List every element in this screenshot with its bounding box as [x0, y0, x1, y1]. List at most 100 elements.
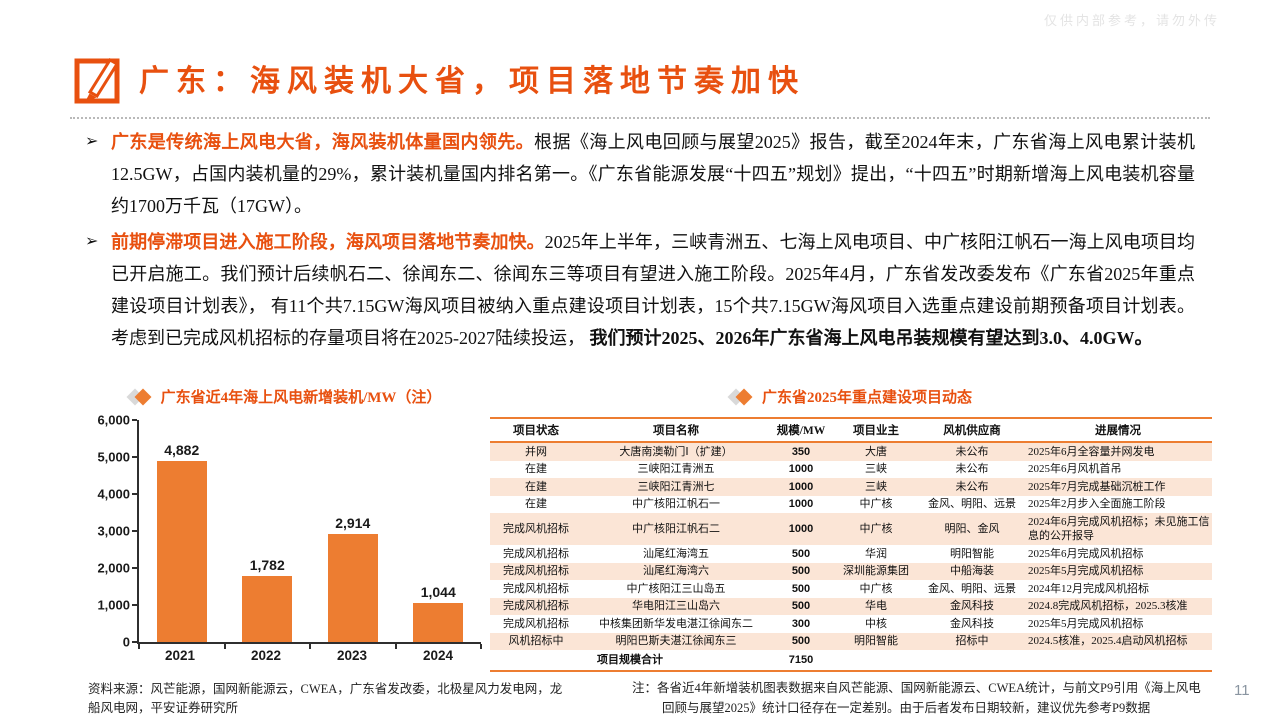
table-row: 完成风机招标 汕尾红海湾五 500 华润 明阳智能 2025年6月完成风机招标 [490, 545, 1212, 563]
table-cell: 华润 [865, 547, 887, 560]
table-cell: 2025年5月完成风机招标 [1024, 562, 1212, 580]
table-cell: 三峡 [865, 463, 887, 475]
page-title: 广东：海风装机大省，项目落地节奏加快 [139, 65, 805, 98]
table-cell: 汕尾红海湾五 [643, 547, 709, 560]
chart-plot: 0 1,000 2,000 3,000 4,000 5,000 6,000 4,882 1,78… [97, 413, 482, 650]
bar-value-label: 1,044 [420, 584, 456, 601]
y-axis-tick-label: 6,000 [97, 412, 130, 428]
table-cell: 中广核 [859, 498, 893, 510]
x-axis-category-label: 2022 [250, 648, 282, 663]
table-cell: 完成风机招标 [503, 547, 569, 560]
chart-title-row: 广东省近4年海上风电新增装机/MW（注） [85, 386, 485, 407]
x-axis-tick-mark [309, 644, 311, 649]
table-footer-row: 项目规模合计 7150 [490, 650, 1212, 671]
chart-bar [327, 534, 378, 642]
table-cell: 中核集团新华发电湛江徐闻东二 [599, 617, 753, 630]
table-cell: 金风科技 [920, 597, 1024, 615]
y-axis-tick-mark [132, 419, 137, 421]
table-cell: 500 [791, 547, 811, 560]
table-cell: 明阳、金风 [920, 513, 1024, 545]
table-cell: 金风科技 [950, 617, 994, 630]
table-cell: 中广核 [832, 513, 920, 545]
y-axis-tick-label: 3,000 [97, 523, 130, 539]
table-cell: 完成风机招标 [490, 513, 582, 545]
table-cell: 300 [791, 617, 811, 630]
table-cell: 500 [791, 582, 811, 595]
table-cell: 并网 [490, 442, 582, 461]
table-cell: 汕尾红海湾六 [582, 562, 770, 580]
y-axis-tick-mark [132, 493, 137, 496]
table-cell: 完成风机招标 [490, 562, 582, 580]
x-axis-tick-mark [138, 644, 140, 649]
chart-x-axis-labels: 2021 2022 2023 2024 [137, 648, 481, 668]
table-note: 注：各省近4年新增装机图表数据来自风芒能源、国网新能源云、CWEA统计，与前文P… [632, 681, 1201, 715]
table-cell: 中广核阳江帆石二 [582, 513, 770, 545]
table-row: 风机招标中 明阳巴斯夫湛江徐闻东三 500 明阳智能 招标中 2024.5核准，2025.… [490, 632, 1212, 650]
table-footer-label: 项目规模合计 [597, 653, 663, 666]
table-row: 完成风机招标 中广核阳江三山岛五 500 中广核 金风、明阳、远景 2024年12月完成风… [490, 580, 1212, 598]
table-cell: 500 [770, 632, 832, 650]
table-cell: 华电阳江三山岛六 [582, 597, 770, 615]
table-cell: 明阳智能 [832, 632, 920, 650]
table-cell: 金风、明阳、远景 [928, 498, 1016, 510]
table-title-row: 广东省2025年重点建设项目动态 [490, 386, 1212, 407]
table-row: 并网 大唐南澳勒门Ⅰ（扩建） 350 大唐 未公布 2025年6月全容量并网发电 [490, 442, 1212, 461]
table-cell: 风机招标中 [490, 632, 582, 650]
table-cell: 完成风机招标 [503, 582, 569, 595]
bullet-lead: 前期停滞项目进入施工阶段，海风项目落地节奏加快。 [111, 232, 545, 252]
chart-bar-group: 4,882 [139, 420, 225, 642]
table-cell: 华电 [832, 597, 920, 615]
y-axis-tick-mark [132, 567, 137, 570]
table-cell: 完成风机招标 [490, 597, 582, 615]
chart-bar [413, 603, 464, 642]
table-cell: 2025年2月步入全面施工阶段 [1028, 498, 1166, 510]
table-cell: 中广核阳江三山岛五 [626, 582, 726, 595]
chart-bar-group: 2,914 [310, 420, 396, 642]
dotted-divider [70, 117, 1210, 119]
table-row: 在建 三峡阳江青洲五 1000 三峡 未公布 2025年6月风机首吊 [490, 461, 1212, 479]
y-axis-tick-mark [132, 530, 137, 532]
y-axis-tick-label: 2,000 [97, 560, 130, 576]
chart-bar-group: 1,044 [396, 420, 482, 642]
table-cell: 2024年12月完成风机招标 [1028, 582, 1149, 595]
edit-pencil-icon [73, 52, 125, 104]
table-cell: 2025年6月全容量并网发电 [1024, 442, 1212, 461]
table-cell: 2024.8完成风机招标，2025.3核准 [1024, 597, 1212, 615]
bullet-lead: 广东是传统海上风电大省，海风装机体量国内领先。 [111, 132, 535, 152]
bullet-body: 2025年上半年，三峡青洲五、七海上风电项目、中广核阳江帆石一海上风电项目均已开… [111, 232, 1195, 348]
table-panel: 广东省2025年重点建设项目动态 项目状态 项目名称 规模/MW 项目业主 风机供应商进… [490, 386, 1212, 672]
x-axis-tick-mark [394, 644, 397, 649]
table-header-cell: 规模/MW [770, 418, 832, 443]
y-axis-tick-label: 4,000 [97, 486, 130, 502]
table-cell: 在建 [525, 463, 547, 475]
table-cell: 中广核 [859, 582, 893, 595]
table-cell: 大唐南澳勒门Ⅰ（扩建） [582, 442, 770, 461]
x-axis-category-label: 2021 [164, 648, 196, 663]
table-cell: 深圳能源集团 [832, 562, 920, 580]
y-axis-tick-mark [132, 604, 137, 607]
projects-table: 项目状态 项目名称 规模/MW 项目业主 风机供应商 进展情况 并网 大唐南澳勒门Ⅰ（扩建）… [490, 417, 1212, 672]
bullet-paragraph-1: ➢ 广东是传统海上风电大省，海风装机体量国内领先。根据《海上风电回顾与展望202… [85, 126, 1195, 222]
table-header-cell: 项目业主 [832, 418, 920, 443]
table-row: 在建 三峡阳江青洲七 1000 三峡 未公布 2025年7月完成基础沉桩工作 [490, 478, 1212, 496]
table-cell: 500 [770, 597, 832, 615]
chart-title: 广东省近4年海上风电新增装机/MW（注） [160, 390, 442, 406]
table-cell: 金风、明阳、远景 [928, 582, 1016, 595]
table-header-cell: 风机供应商 [920, 418, 1024, 443]
table-cell: 1000 [770, 478, 832, 496]
table-cell: 2025年6月完成风机招标 [1028, 547, 1144, 560]
bar-value-label: 4,882 [164, 442, 200, 459]
bullet-paragraph-2: ➢ 前期停滞项目进入施工阶段，海风项目落地节奏加快。2025年上半年，三峡青洲五… [85, 226, 1195, 354]
table-cell: 350 [770, 442, 832, 461]
table-cell: 中核 [865, 617, 887, 630]
table-cell: 完成风机招标 [503, 617, 569, 630]
x-axis-tick-mark [480, 644, 482, 649]
table-header-row: 项目状态 项目名称 规模/MW 项目业主 风机供应商 进展情况 [490, 418, 1212, 443]
x-axis-category-label: 2023 [336, 648, 368, 663]
y-axis-tick-mark [132, 456, 137, 458]
table-cell: 2024.5核准，2025.4启动风机招标 [1024, 632, 1212, 650]
table-cell: 在建 [490, 478, 582, 496]
page-number: 11 [1234, 682, 1250, 699]
table-cell: 明阳智能 [950, 547, 994, 560]
